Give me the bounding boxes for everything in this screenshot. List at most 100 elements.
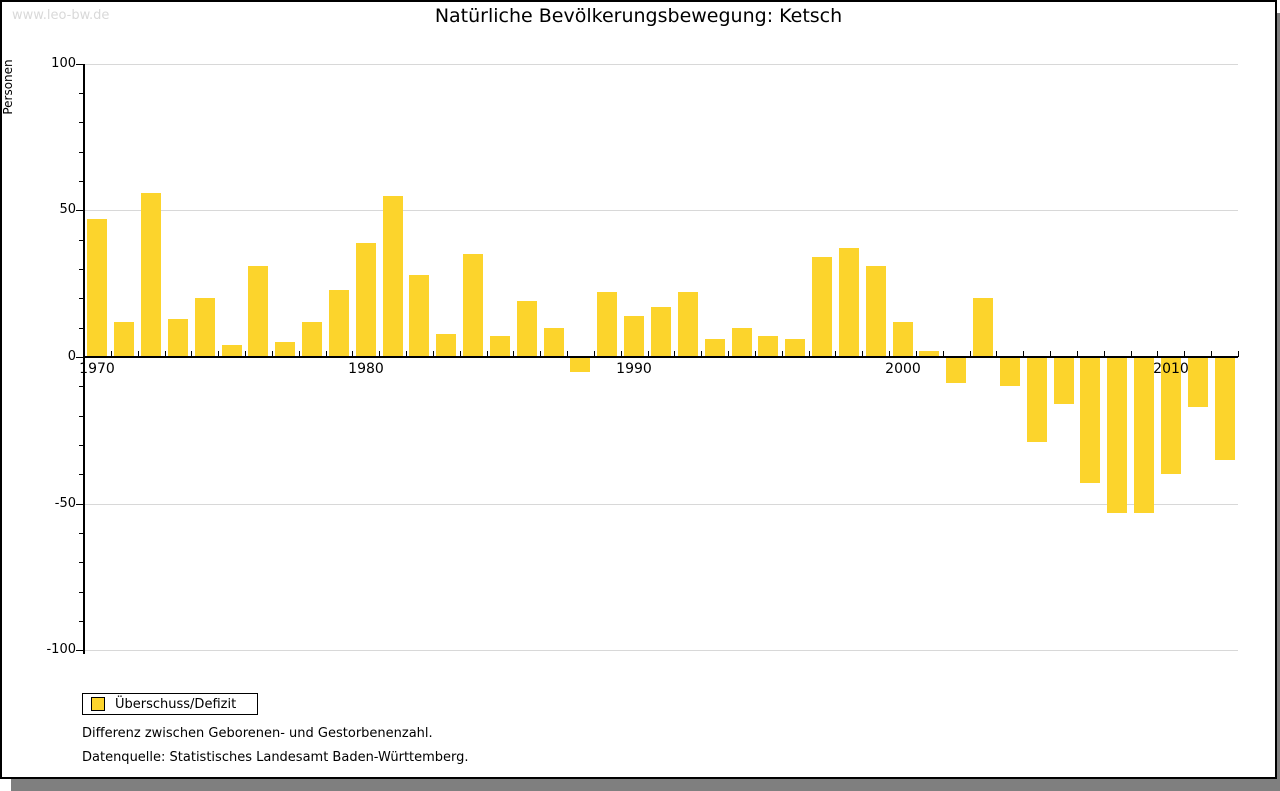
y-minor-tick xyxy=(79,152,83,153)
legend: Überschuss/Defizit xyxy=(82,693,258,715)
x-tick xyxy=(379,351,380,357)
x-tick-label: 1970 xyxy=(79,361,115,377)
bar xyxy=(1215,357,1235,460)
y-tick-label: 100 xyxy=(51,56,76,71)
watermark: www.leo-bw.de xyxy=(12,8,110,23)
bar xyxy=(919,351,939,357)
bar xyxy=(544,328,564,357)
x-tick xyxy=(406,351,407,357)
bar xyxy=(732,328,752,357)
bar xyxy=(1000,357,1020,386)
bar xyxy=(651,307,671,357)
x-tick xyxy=(1104,351,1105,357)
y-tick-label: -100 xyxy=(46,642,76,657)
bar xyxy=(758,336,778,357)
x-tick-label: 2000 xyxy=(885,361,921,377)
x-axis-line xyxy=(84,356,1238,358)
y-minor-tick xyxy=(79,298,83,299)
bar xyxy=(383,196,403,357)
bar xyxy=(329,290,349,357)
x-tick xyxy=(594,351,595,357)
bar xyxy=(1107,357,1127,513)
bar xyxy=(248,266,268,357)
y-minor-tick xyxy=(79,474,83,475)
bar xyxy=(973,298,993,357)
x-tick xyxy=(1184,351,1185,357)
bar xyxy=(302,322,322,357)
x-tick xyxy=(862,351,863,357)
x-tick xyxy=(809,351,810,357)
bar xyxy=(893,322,913,357)
bar xyxy=(490,336,510,357)
bar xyxy=(624,316,644,357)
x-tick xyxy=(1077,351,1078,357)
x-tick xyxy=(996,351,997,357)
plot-area: 100 50 0 -50 -100 1970 1980 1990 2000 2010 xyxy=(2,2,1275,777)
bar xyxy=(946,357,966,383)
bar xyxy=(463,254,483,357)
y-minor-tick xyxy=(79,621,83,622)
bar xyxy=(222,345,242,357)
gridline xyxy=(84,64,1238,65)
x-tick xyxy=(648,351,649,357)
x-tick xyxy=(701,351,702,357)
x-tick xyxy=(299,351,300,357)
bar xyxy=(517,301,537,357)
bar xyxy=(1054,357,1074,404)
y-minor-tick xyxy=(79,93,83,94)
y-minor-tick xyxy=(79,562,83,563)
x-tick xyxy=(540,351,541,357)
y-tick xyxy=(76,650,83,651)
legend-swatch-icon xyxy=(91,697,105,711)
x-tick xyxy=(970,351,971,357)
y-minor-tick xyxy=(79,386,83,387)
x-tick xyxy=(218,351,219,357)
x-tick xyxy=(487,351,488,357)
x-tick-label: 1980 xyxy=(348,361,384,377)
y-axis-line xyxy=(83,64,85,654)
x-tick xyxy=(943,351,944,357)
x-tick xyxy=(782,351,783,357)
bar xyxy=(597,292,617,357)
y-minor-tick xyxy=(79,533,83,534)
bar xyxy=(1080,357,1100,483)
x-tick xyxy=(755,351,756,357)
bar xyxy=(1027,357,1047,442)
x-tick xyxy=(111,351,112,357)
y-tick xyxy=(76,64,83,65)
x-tick xyxy=(352,351,353,357)
bar xyxy=(1161,357,1181,474)
x-tick xyxy=(326,351,327,357)
x-tick xyxy=(138,351,139,357)
footnote-definition: Differenz zwischen Geborenen- und Gestor… xyxy=(82,726,433,741)
bar xyxy=(1134,357,1154,513)
y-minor-tick xyxy=(79,445,83,446)
bar xyxy=(839,248,859,357)
bar xyxy=(141,193,161,357)
bar xyxy=(1188,357,1208,407)
bar xyxy=(678,292,698,357)
x-tick xyxy=(1211,351,1212,357)
y-tick-label: 0 xyxy=(67,349,76,364)
x-tick xyxy=(513,351,514,357)
y-tick-label: 50 xyxy=(59,202,76,217)
x-tick xyxy=(460,351,461,357)
x-tick xyxy=(1023,351,1024,357)
x-tick xyxy=(165,351,166,357)
x-tick xyxy=(1131,351,1132,357)
x-tick-label: 2010 xyxy=(1153,361,1189,377)
x-tick xyxy=(889,351,890,357)
legend-label: Überschuss/Defizit xyxy=(115,696,237,712)
gridline xyxy=(84,504,1238,505)
y-minor-tick xyxy=(79,240,83,241)
x-tick xyxy=(621,351,622,357)
bar xyxy=(785,339,805,357)
y-minor-tick xyxy=(79,416,83,417)
x-tick xyxy=(191,351,192,357)
footnote-source: Datenquelle: Statistisches Landesamt Bad… xyxy=(82,750,469,765)
gridline xyxy=(84,650,1238,651)
bar xyxy=(866,266,886,357)
bar xyxy=(356,243,376,357)
x-tick xyxy=(728,351,729,357)
